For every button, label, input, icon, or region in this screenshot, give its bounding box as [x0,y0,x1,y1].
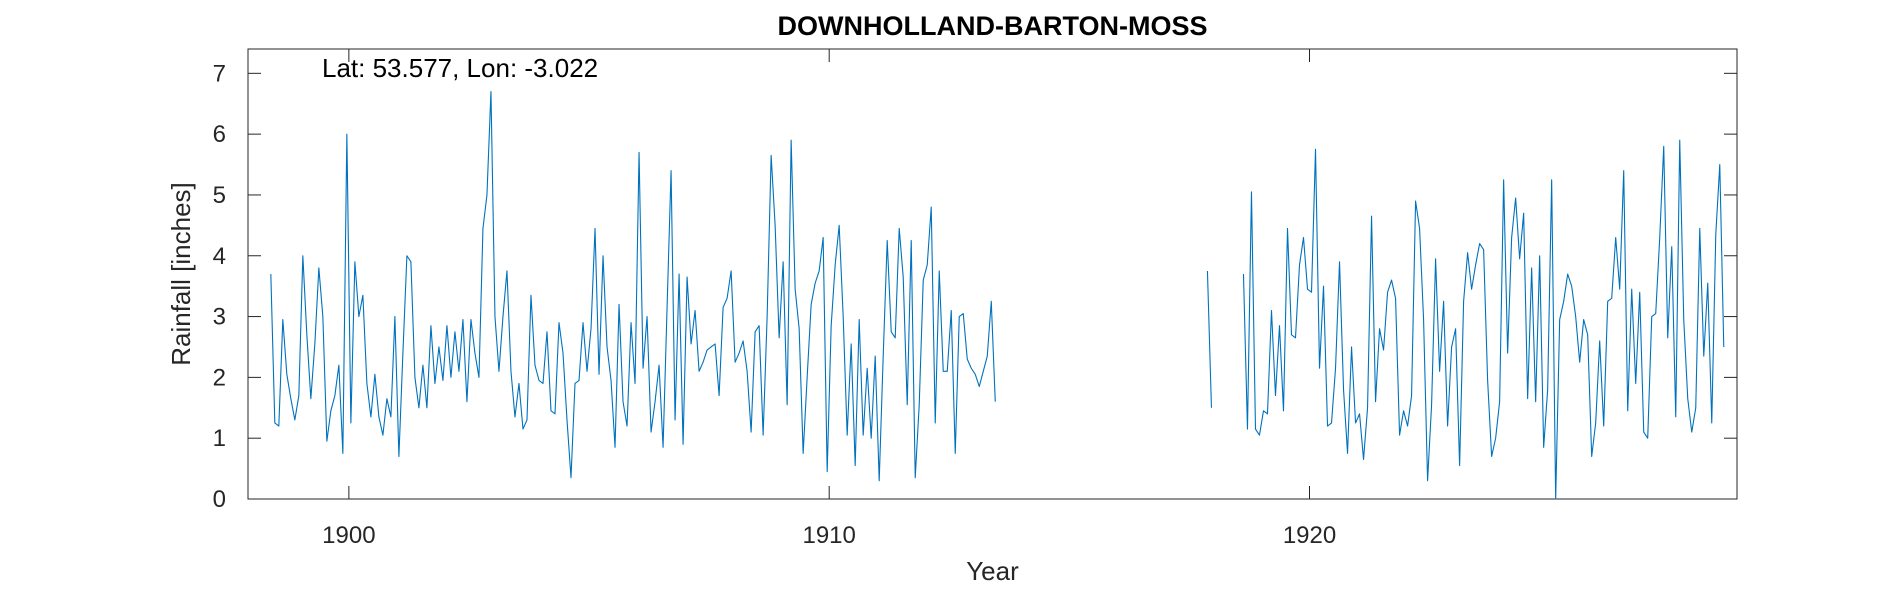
location-annotation: Lat: 53.577, Lon: -3.022 [322,53,598,83]
series-group [270,91,1725,500]
x-tick-label: 1920 [1283,522,1336,549]
y-tick-label: 5 [213,182,226,209]
series-line [270,91,996,482]
y-tick-label: 7 [213,60,226,87]
y-tick-label: 1 [213,425,226,452]
y-axis-label: Rainfall [inches] [166,182,196,366]
x-tick-label: 1910 [802,522,855,549]
y-tick-label: 6 [213,121,226,148]
tick-labels: 1900 1910 1920 0 1 2 3 4 5 6 7 [213,60,1337,549]
series-line [1206,270,1212,408]
y-tick-label: 3 [213,304,226,331]
series-line [1242,139,1725,500]
x-tick-label: 1900 [322,522,375,549]
y-tick-label: 2 [213,364,226,391]
tick-marks [248,49,1737,500]
x-axis-label: Year [966,556,1019,586]
chart-title: DOWNHOLLAND-BARTON-MOSS [778,11,1208,41]
y-tick-label: 0 [213,486,226,513]
y-tick-label: 4 [213,243,226,270]
axes-box [247,48,1738,500]
